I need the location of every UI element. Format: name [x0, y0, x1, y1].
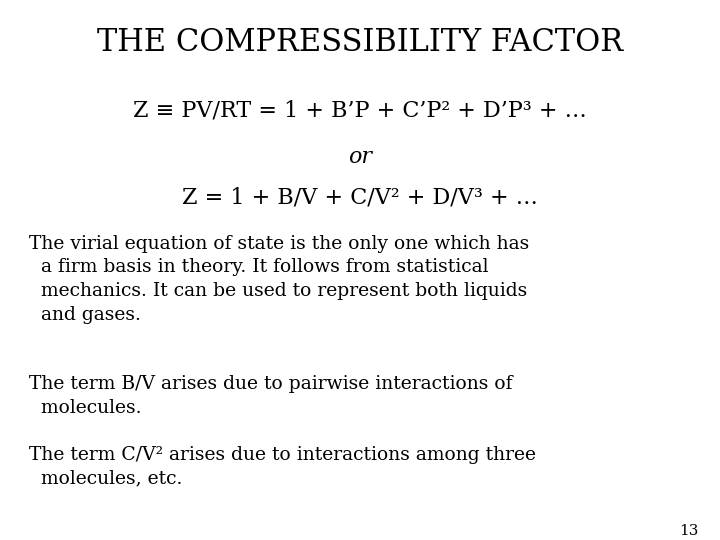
Text: or: or [348, 146, 372, 168]
Text: 13: 13 [679, 524, 698, 538]
Text: Z = 1 + B/V + C/V² + D/V³ + …: Z = 1 + B/V + C/V² + D/V³ + … [182, 186, 538, 208]
Text: Z ≡ PV/RT = 1 + B’P + C’P² + D’P³ + …: Z ≡ PV/RT = 1 + B’P + C’P² + D’P³ + … [133, 100, 587, 122]
Text: The term C/V² arises due to interactions among three
  molecules, etc.: The term C/V² arises due to interactions… [29, 446, 536, 487]
Text: THE COMPRESSIBILITY FACTOR: THE COMPRESSIBILITY FACTOR [97, 27, 623, 58]
Text: The virial equation of state is the only one which has
  a firm basis in theory.: The virial equation of state is the only… [29, 235, 529, 323]
Text: The term B/V arises due to pairwise interactions of
  molecules.: The term B/V arises due to pairwise inte… [29, 375, 513, 417]
